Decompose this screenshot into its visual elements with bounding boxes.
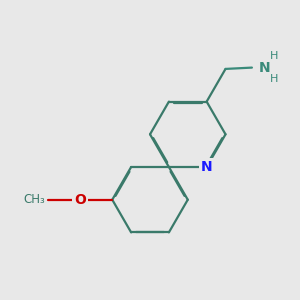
Text: CH₃: CH₃ [23,193,45,206]
Text: H: H [270,51,278,61]
Text: H: H [270,74,278,84]
Text: O: O [74,193,86,207]
Text: N: N [201,160,212,174]
Text: N: N [259,61,270,75]
